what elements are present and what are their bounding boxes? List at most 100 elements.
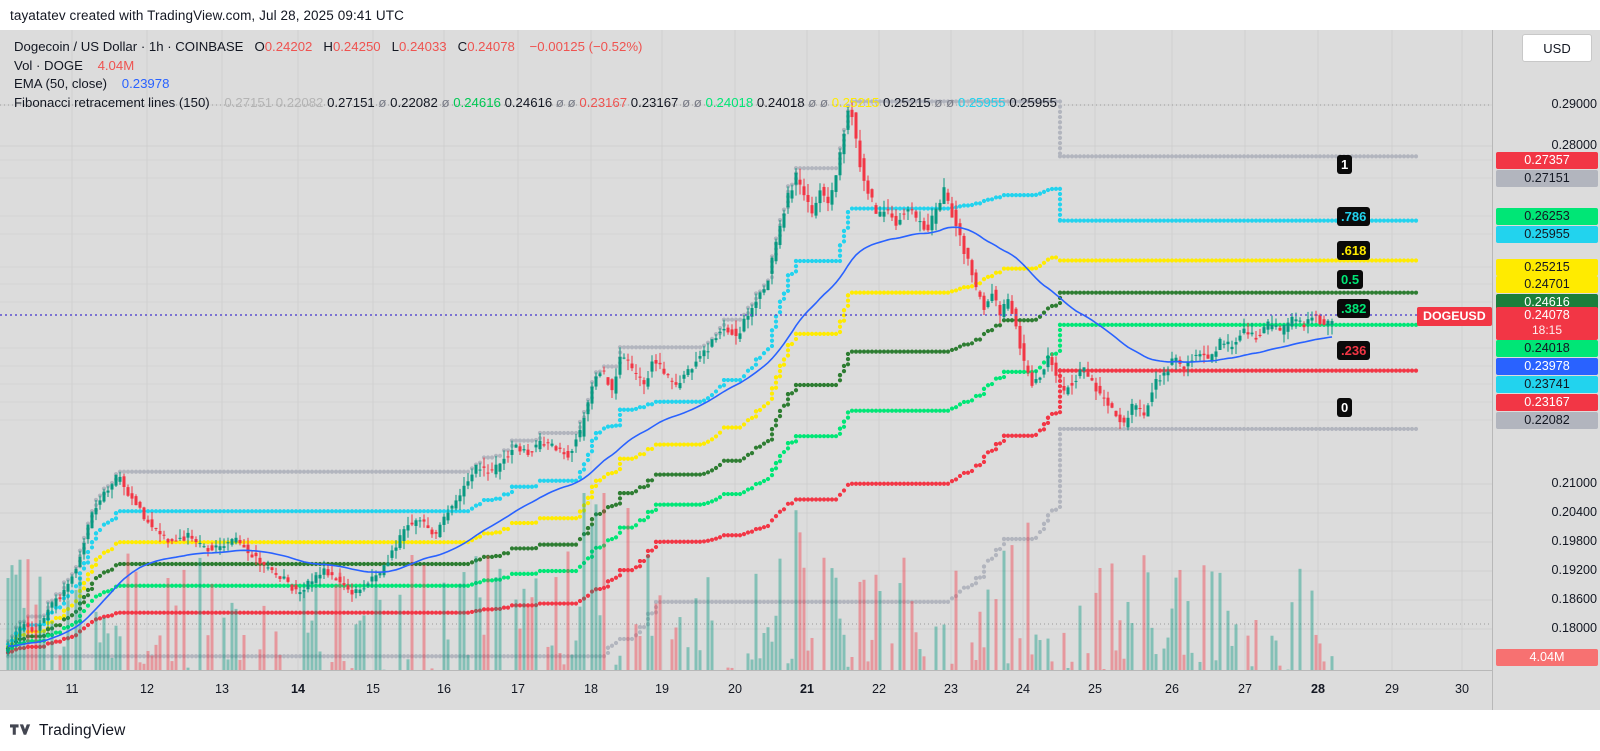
legend-open-label: O: [254, 39, 265, 54]
time-axis-tick: 11: [65, 682, 79, 696]
legend-close-value: 0.24078: [467, 39, 515, 54]
time-axis-tick: 29: [1384, 682, 1400, 696]
legend-fib-value: 0.25955: [1009, 94, 1057, 110]
fib-level-pill: .382: [1337, 299, 1371, 318]
price-axis-value-tag: 0.23978: [1496, 358, 1598, 375]
legend-fib-value: 0.24616: [504, 94, 556, 110]
price-axis-label: 0.19200: [1551, 563, 1597, 577]
time-axis-tick: 15: [365, 682, 381, 696]
price-axis-label: 0.18000: [1551, 621, 1597, 635]
price-axis[interactable]: 0.29000 0.28000 0.21000 0.20400 0.19800 0.192…: [1417, 30, 1600, 710]
fib-786-line: [5, 186, 1419, 647]
price-axis-label: 0.29000: [1551, 97, 1597, 111]
legend-high-label: H: [323, 39, 333, 54]
fib-level-pill: 0: [1337, 398, 1353, 417]
price-axis-value-tag: 0.27357: [1496, 152, 1598, 169]
fib-618-line: [5, 255, 1419, 650]
time-axis-tick: 13: [214, 682, 230, 696]
legend-volume-row[interactable]: Vol · DOGE 4.04M: [14, 57, 1057, 76]
time-axis-tick: 12: [139, 682, 155, 696]
time-axis-tick: 19: [654, 682, 670, 696]
time-axis-tick: 28: [1310, 682, 1326, 696]
attribution-text: tayatatev created with TradingView.com, …: [10, 8, 404, 23]
volume-histogram-layer: [6, 493, 1334, 670]
price-axis-value-tag: 0.27151: [1496, 170, 1598, 187]
chart-frame: 1 .786 .618 0.5 .382 .236 0 Dogecoin / US Doll…: [0, 30, 1600, 711]
current-price-tag[interactable]: 0.24078 18:15: [1496, 307, 1598, 340]
time-axis-tick: 17: [510, 682, 526, 696]
legend-fib-value: 0.24616: [453, 94, 505, 110]
time-axis-tick: 30: [1454, 682, 1470, 696]
legend-fib-value: 0.22082: [390, 94, 442, 110]
footer-bar: TradingView: [0, 710, 1600, 751]
legend-low-value: 0.24033: [398, 39, 447, 54]
fib-0-line: [5, 426, 1419, 659]
legend-fib-row[interactable]: Fibonacci retracement lines (150) 0.2715…: [14, 94, 1057, 113]
legend-interval[interactable]: 1h: [148, 39, 164, 54]
legend-volume-title: Vol · DOGE: [14, 57, 83, 73]
price-axis-label: 0.18600: [1551, 592, 1597, 606]
price-axis-label: 0.19800: [1551, 534, 1597, 548]
time-axis-tick: 25: [1087, 682, 1103, 696]
candlestick-layer: [6, 101, 1334, 657]
legend-fib-dim-value: 0.27151: [224, 94, 276, 110]
legend-fib-dim-values: 0.27151 0.22082: [224, 95, 327, 110]
legend-ema-title: EMA (50, close): [14, 76, 108, 91]
price-axis-value-tag: 0.24616: [1496, 294, 1598, 311]
legend-fib-empty: ø: [555, 94, 568, 110]
legend-exchange[interactable]: COINBASE: [175, 39, 244, 54]
price-axis-value-tag: 0.23167: [1496, 394, 1598, 411]
currency-usd-button[interactable]: USD: [1522, 34, 1592, 62]
legend-fib-values: 0.27151 ø 0.22082 ø 0.24616 0.24616 ø ø …: [327, 95, 1057, 110]
legend-high-value: 0.24250: [332, 39, 381, 54]
legend-fib-value: 0.25215: [883, 94, 935, 110]
volume-value-tag: 4.04M: [1496, 649, 1598, 666]
fib-level-pill: .786: [1337, 207, 1371, 226]
legend-ema-value: 0.23978: [121, 76, 170, 91]
chart-plot-area[interactable]: 1 .786 .618 0.5 .382 .236 0: [0, 30, 1492, 670]
price-axis-label: 0.20400: [1551, 505, 1597, 519]
tradingview-brand-label: TradingView: [39, 721, 126, 739]
legend-fib-empty: ø: [682, 94, 694, 110]
fib-level-pill: .236: [1337, 341, 1371, 360]
tradingview-glyph-icon: [10, 724, 31, 735]
legend-fib-empty: ø: [946, 94, 958, 110]
legend-fib-empty: ø: [693, 94, 706, 110]
legend-fib-empty: ø: [934, 94, 947, 110]
legend-volume-value: 4.04M: [97, 57, 135, 73]
time-axis-tick: 22: [871, 682, 887, 696]
time-axis-tick: 18: [583, 682, 599, 696]
legend-symbol-row[interactable]: Dogecoin / US Dollar · 1h · COINBASE O0.…: [14, 39, 643, 54]
legend-fib-empty: ø: [808, 94, 820, 110]
time-axis[interactable]: 11 12 13 14 15 16 17 18 19 20 21 22 23 24 25 26 27 28 29 30: [0, 670, 1492, 711]
time-axis-tick: 23: [943, 682, 959, 696]
legend-fib-dim-value: 0.22082: [275, 94, 328, 110]
current-price-value: 0.24078: [1524, 308, 1570, 322]
legend-fib-value: 0.27151: [327, 94, 379, 110]
legend-fib-value: 0.25955: [957, 94, 1010, 110]
price-axis-value-tag: 0.24018: [1496, 340, 1598, 357]
price-axis-value-tag: 0.25215: [1496, 259, 1598, 276]
legend-fib-empty: ø: [378, 94, 391, 110]
current-price-countdown: 18:15: [1531, 323, 1563, 337]
legend-change: −0.00125 (−0.52%): [529, 39, 643, 54]
time-axis-tick: 24: [1015, 682, 1031, 696]
fib-level-pill: 1: [1337, 155, 1353, 174]
price-axis-label: 0.28000: [1551, 138, 1597, 152]
symbol-price-flag: DOGEUSD: [1417, 307, 1492, 326]
legend-fib-empty: ø: [441, 94, 454, 110]
legend-close-label: C: [457, 39, 468, 54]
price-axis-value-tag: 0.22082: [1496, 412, 1598, 429]
chart-legend: Dogecoin / US Dollar · 1h · COINBASE O0.…: [14, 38, 1057, 112]
legend-symbol[interactable]: Dogecoin / US Dollar: [14, 39, 138, 54]
legend-fib-value: 0.23167: [579, 94, 631, 110]
overlay-layer: [0, 314, 1492, 316]
legend-fib-value: 0.23167: [630, 94, 683, 110]
tradingview-logo[interactable]: TradingView: [10, 722, 125, 740]
time-axis-tick: 20: [727, 682, 743, 696]
price-axis-label: 0.21000: [1551, 476, 1597, 490]
time-axis-tick: 16: [436, 682, 452, 696]
price-axis-value-tag: 0.23741: [1496, 376, 1598, 393]
legend-ema-row[interactable]: EMA (50, close) 0.23978: [14, 75, 1057, 94]
